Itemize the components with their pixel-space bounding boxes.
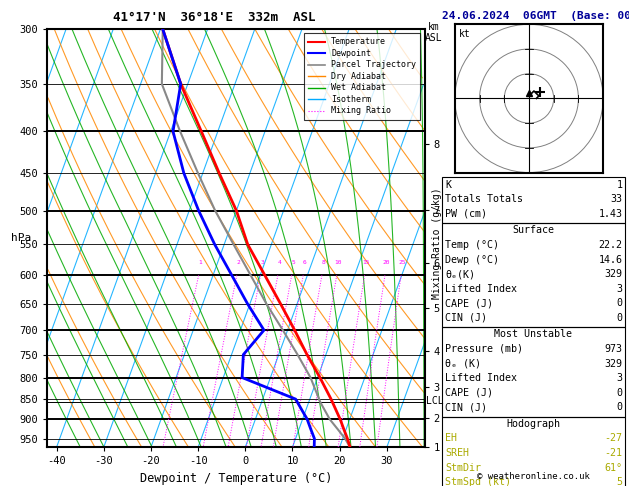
Text: 973: 973 — [604, 344, 623, 354]
Text: 24.06.2024  06GMT  (Base: 00): 24.06.2024 06GMT (Base: 00) — [442, 11, 629, 21]
Text: StmDir: StmDir — [445, 463, 481, 472]
Text: Lifted Index: Lifted Index — [445, 284, 517, 294]
Text: Mixing Ratio (g/kg): Mixing Ratio (g/kg) — [432, 187, 442, 299]
Text: 0: 0 — [616, 402, 623, 412]
Text: 8: 8 — [321, 260, 325, 265]
Text: Most Unstable: Most Unstable — [494, 330, 572, 339]
Text: 15: 15 — [362, 260, 370, 265]
Text: CIN (J): CIN (J) — [445, 313, 487, 323]
Text: StmSpd (kt): StmSpd (kt) — [445, 477, 511, 486]
Text: 20: 20 — [382, 260, 390, 265]
Text: 3: 3 — [616, 373, 623, 383]
Text: 3: 3 — [616, 284, 623, 294]
Text: Lifted Index: Lifted Index — [445, 373, 517, 383]
Text: 5: 5 — [291, 260, 295, 265]
Text: 0: 0 — [616, 313, 623, 323]
Text: 0: 0 — [616, 388, 623, 398]
Text: Dewp (°C): Dewp (°C) — [445, 255, 499, 264]
Text: SREH: SREH — [445, 448, 469, 458]
Text: hPa: hPa — [11, 233, 31, 243]
Text: 25: 25 — [399, 260, 406, 265]
Text: 0: 0 — [616, 298, 623, 308]
Text: CAPE (J): CAPE (J) — [445, 388, 493, 398]
Text: 3: 3 — [260, 260, 264, 265]
Text: 22.2: 22.2 — [599, 240, 623, 250]
Text: 5: 5 — [616, 477, 623, 486]
Text: 329: 329 — [604, 359, 623, 368]
Text: kt: kt — [459, 29, 471, 39]
Text: 61°: 61° — [604, 463, 623, 472]
Text: 10: 10 — [335, 260, 342, 265]
Text: 41°17'N  36°18'E  332m  ASL: 41°17'N 36°18'E 332m ASL — [113, 11, 315, 24]
Text: 1.43: 1.43 — [599, 209, 623, 219]
Text: Pressure (mb): Pressure (mb) — [445, 344, 523, 354]
Text: 4: 4 — [277, 260, 281, 265]
Text: Hodograph: Hodograph — [506, 419, 560, 429]
Text: CIN (J): CIN (J) — [445, 402, 487, 412]
Text: θₑ(K): θₑ(K) — [445, 269, 476, 279]
Text: 1: 1 — [616, 180, 623, 190]
Text: Temp (°C): Temp (°C) — [445, 240, 499, 250]
Text: 1: 1 — [199, 260, 203, 265]
Text: EH: EH — [445, 434, 457, 443]
Text: LCL: LCL — [426, 396, 444, 406]
Text: -21: -21 — [604, 448, 623, 458]
Text: Totals Totals: Totals Totals — [445, 194, 523, 204]
Text: 33: 33 — [611, 194, 623, 204]
Text: 14.6: 14.6 — [599, 255, 623, 264]
Text: CAPE (J): CAPE (J) — [445, 298, 493, 308]
Text: © weatheronline.co.uk: © weatheronline.co.uk — [477, 472, 590, 481]
Text: θₑ (K): θₑ (K) — [445, 359, 481, 368]
Text: Surface: Surface — [513, 226, 554, 235]
Text: PW (cm): PW (cm) — [445, 209, 487, 219]
Legend: Temperature, Dewpoint, Parcel Trajectory, Dry Adiabat, Wet Adiabat, Isotherm, Mi: Temperature, Dewpoint, Parcel Trajectory… — [304, 34, 420, 120]
Text: 329: 329 — [604, 269, 623, 279]
Text: 2: 2 — [237, 260, 240, 265]
X-axis label: Dewpoint / Temperature (°C): Dewpoint / Temperature (°C) — [140, 472, 332, 485]
Text: 6: 6 — [303, 260, 307, 265]
Text: -27: -27 — [604, 434, 623, 443]
Text: K: K — [445, 180, 452, 190]
Text: km
ASL: km ASL — [425, 22, 443, 43]
